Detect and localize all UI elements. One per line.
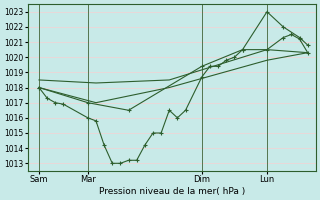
X-axis label: Pression niveau de la mer( hPa ): Pression niveau de la mer( hPa ) [99,187,245,196]
